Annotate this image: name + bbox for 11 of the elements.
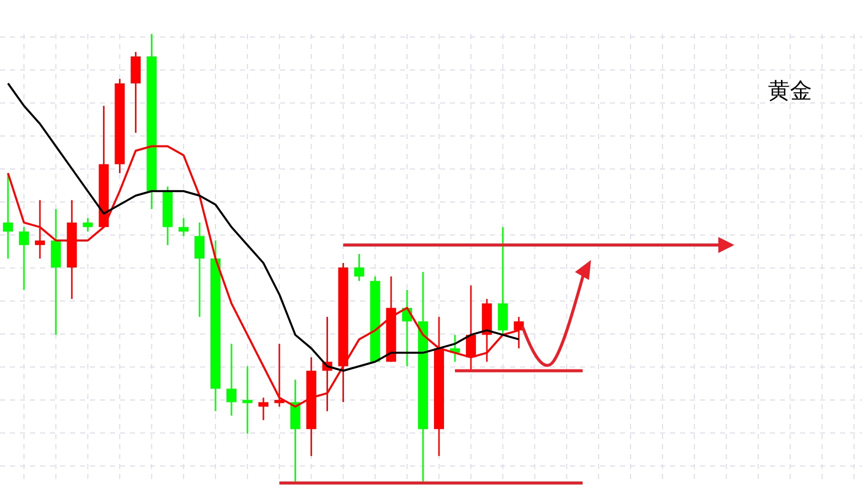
text: 黄金	[768, 78, 812, 106]
candlestick	[354, 253, 364, 282]
candlestick	[194, 222, 205, 318]
candlestick	[178, 217, 189, 237]
candlestick	[242, 366, 252, 434]
candlestick	[82, 217, 93, 232]
candlestick	[34, 199, 45, 260]
candlestick	[3, 172, 13, 260]
candlestick	[258, 396, 268, 421]
candlestick	[18, 226, 29, 291]
candlestick	[226, 343, 236, 416]
